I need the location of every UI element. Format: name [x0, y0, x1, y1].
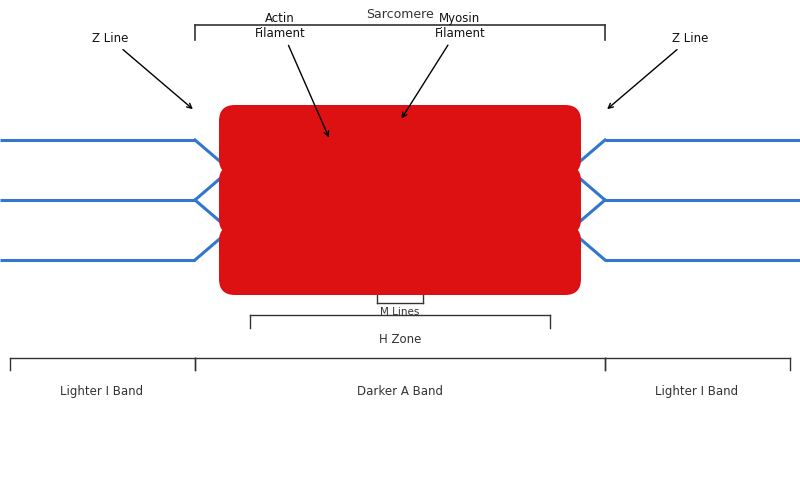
Text: amy: amy [20, 461, 62, 479]
FancyBboxPatch shape [219, 165, 581, 235]
Text: H Zone: H Zone [379, 333, 421, 346]
Text: Actin
Filament: Actin Filament [254, 12, 329, 136]
Text: Z Line: Z Line [608, 32, 708, 108]
Text: Lighter I Band: Lighter I Band [61, 385, 143, 398]
Text: Myosin
Filament: Myosin Filament [402, 12, 486, 118]
FancyBboxPatch shape [219, 105, 581, 175]
FancyBboxPatch shape [219, 225, 581, 295]
Text: Z Line: Z Line [92, 32, 192, 108]
Text: Lighter I Band: Lighter I Band [655, 385, 738, 398]
Text: M Lines: M Lines [380, 307, 420, 317]
Text: Sarcomere: Sarcomere [366, 8, 434, 21]
Text: Darker A Band: Darker A Band [357, 385, 443, 398]
